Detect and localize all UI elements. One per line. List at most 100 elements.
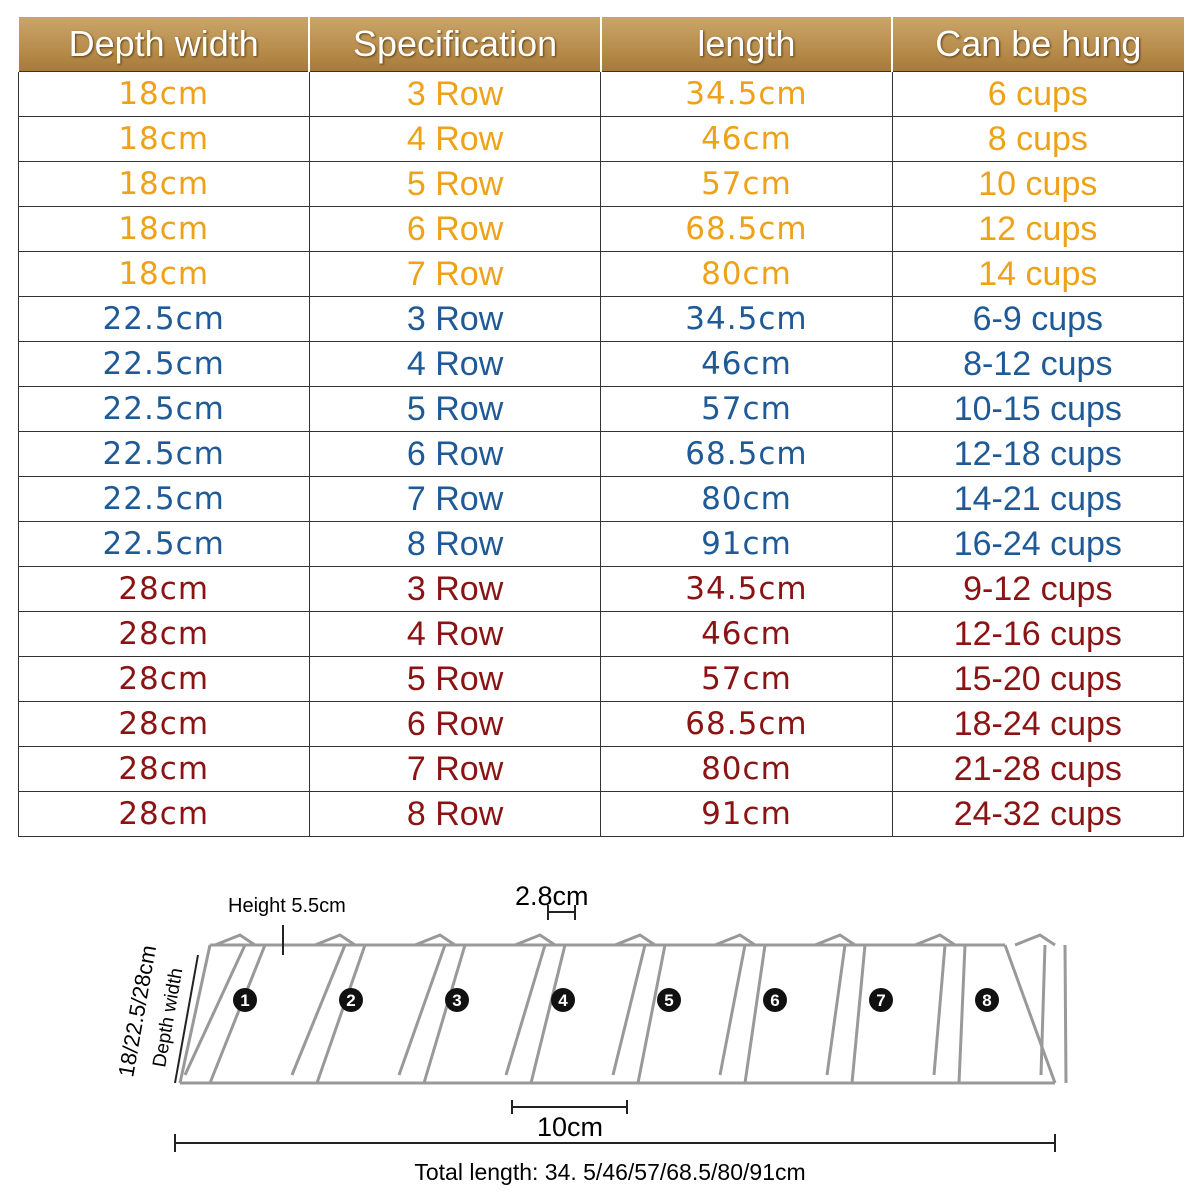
table-cell: 7 Row (308, 746, 602, 792)
depth-dim (174, 954, 199, 1084)
rack-drawing (178, 933, 1068, 1085)
table-cell: 22.5cm (17, 476, 310, 522)
table-cell: 6 cups (891, 71, 1185, 117)
table-row: 22.5cm 8 Row 91cm 16-24 cups (17, 521, 1185, 567)
table-cell: 6-9 cups (891, 296, 1185, 342)
hook-wire (714, 933, 767, 1084)
height-label: Height 5.5cm (228, 895, 346, 917)
table-cell: 8 Row (308, 521, 602, 567)
table-cell: 21-28 cups (891, 746, 1185, 792)
table-cell: 18-24 cups (891, 701, 1185, 747)
table-cell: 8-12 cups (891, 341, 1185, 387)
hook-badge (975, 988, 999, 1012)
depth-caption: Depth width (149, 966, 187, 1068)
table-cell: 6 Row (308, 431, 602, 477)
table-cell: 3 Row (308, 296, 602, 342)
hook-number: 6 (770, 991, 779, 1010)
table-cell: 3 Row (308, 71, 602, 117)
total-label: Total length: 34. 5/46/57/68.5/80/91cm (414, 1159, 805, 1185)
hook-number: 2 (346, 991, 355, 1010)
hook-badge (657, 988, 681, 1012)
table-row: 22.5cm 7 Row 80cm 14-21 cups (17, 476, 1185, 522)
hook-badge (233, 988, 257, 1012)
table-cell: 91cm (600, 791, 893, 837)
table-cell: 10 cups (891, 161, 1185, 207)
hook-wire (397, 933, 467, 1084)
table-cell: 28cm (17, 746, 310, 792)
end-bar (178, 944, 212, 1084)
hook-number: 7 (876, 991, 885, 1010)
table-cell: 16-24 cups (891, 521, 1185, 567)
depth-label: 18/22.5/28cm (113, 943, 161, 1079)
table-cell: 28cm (17, 791, 310, 837)
column-header: length (599, 17, 893, 72)
hook-badge (551, 988, 575, 1012)
spacing-label: 2.8cm (515, 881, 589, 911)
table-cell: 14 cups (891, 251, 1185, 297)
table-cell: 4 Row (308, 116, 602, 162)
table-cell: 7 Row (308, 251, 602, 297)
table-cell: 57cm (600, 656, 893, 702)
table-row: 28cm 7 Row 80cm 21-28 cups (17, 746, 1185, 792)
table-cell: 5 Row (308, 656, 602, 702)
table-cell: 22.5cm (17, 431, 310, 477)
table-cell: 68.5cm (600, 431, 893, 477)
table-cell: 68.5cm (600, 206, 893, 252)
table-cell: 5 Row (308, 161, 602, 207)
table-cell: 46cm (600, 116, 893, 162)
table-row: 28cm 4 Row 46cm 12-16 cups (17, 611, 1185, 657)
table-cell: 9-12 cups (891, 566, 1185, 612)
hook-number: 4 (558, 991, 568, 1010)
table-cell: 18cm (17, 116, 310, 162)
table-cell: 4 Row (308, 341, 602, 387)
table-cell: 34.5cm (600, 296, 893, 342)
pitch-label: 10cm (537, 1112, 603, 1142)
table-row: 22.5cm 5 Row 57cm 10-15 cups (17, 386, 1185, 432)
table-row: 28cm 8 Row 91cm 24-32 cups (17, 791, 1185, 837)
table-cell: 18cm (17, 251, 310, 297)
table-cell: 57cm (600, 386, 893, 432)
table-cell: 15-20 cups (891, 656, 1185, 702)
end-bar (1003, 944, 1057, 1084)
hook-wire (1014, 933, 1068, 1084)
table-cell: 18cm (17, 71, 310, 117)
table-row: 18cm 3 Row 34.5cm 6 cups (17, 71, 1185, 117)
hook-number: 1 (240, 991, 249, 1010)
table-cell: 34.5cm (600, 71, 893, 117)
hook-numbers: 1 2 3 4 5 6 7 8 (233, 988, 999, 1012)
hook-number: 5 (664, 991, 673, 1010)
hook-wire (504, 933, 567, 1084)
table-cell: 12-18 cups (891, 431, 1185, 477)
table-cell: 22.5cm (17, 296, 310, 342)
column-header: Can be hung (891, 17, 1184, 72)
table-cell: 46cm (600, 341, 893, 387)
table-cell: 68.5cm (600, 701, 893, 747)
table-cell: 28cm (17, 611, 310, 657)
table-cell: 8 cups (891, 116, 1185, 162)
table-cell: 22.5cm (17, 386, 310, 432)
table-cell: 6 Row (308, 701, 602, 747)
table-cell: 22.5cm (17, 341, 310, 387)
table-row: 28cm 5 Row 57cm 15-20 cups (17, 656, 1185, 702)
table-cell: 7 Row (308, 476, 602, 522)
table-row: 22.5cm 3 Row 34.5cm 6-9 cups (17, 296, 1185, 342)
column-header: Specification (308, 17, 601, 72)
table-row: 28cm 3 Row 34.5cm 9-12 cups (17, 566, 1185, 612)
header-row: Depth width Specification length Can be hun… (16, 17, 1184, 72)
table-cell: 12-16 cups (891, 611, 1185, 657)
hook-wire (814, 933, 867, 1084)
table-cell: 46cm (600, 611, 893, 657)
table-cell: 4 Row (308, 611, 602, 657)
table-cell: 80cm (600, 251, 893, 297)
column-header: Depth width (16, 17, 310, 72)
table-cell: 10-15 cups (891, 386, 1185, 432)
table-cell: 24-32 cups (891, 791, 1185, 837)
table-row: 18cm 7 Row 80cm 14 cups (17, 251, 1185, 297)
hook-badge (869, 988, 893, 1012)
table-cell: 6 Row (308, 206, 602, 252)
table-row: 22.5cm 4 Row 46cm 8-12 cups (17, 341, 1185, 387)
table-cell: 18cm (17, 161, 310, 207)
hook-badge (445, 988, 469, 1012)
table-row: 22.5cm 6 Row 68.5cm 12-18 cups (17, 431, 1185, 477)
